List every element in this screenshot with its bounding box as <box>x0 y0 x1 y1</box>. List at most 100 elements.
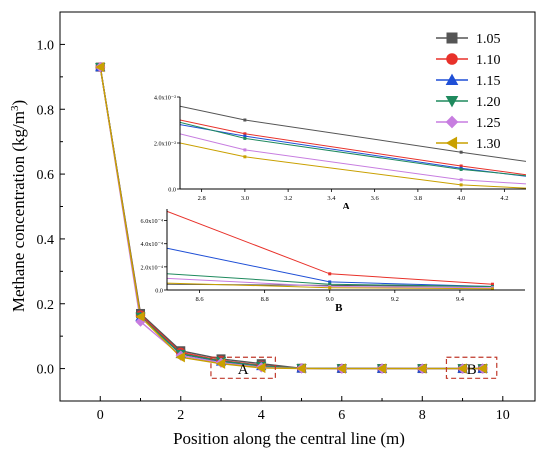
inset-y-tick-label: 2.0x10⁻² <box>154 141 176 148</box>
x-tick-label: 2 <box>177 408 184 423</box>
inset-x-tick-label: 2.8 <box>198 195 206 202</box>
legend-label: 1.15 <box>476 74 501 89</box>
inset-x-tick-label: 3.8 <box>414 195 422 202</box>
legend-item-1.20: 1.20 <box>436 95 501 110</box>
legend-marker <box>445 136 458 150</box>
inset-x-tick-label: 4.0 <box>457 195 465 202</box>
series-marker-1.30 <box>417 363 427 374</box>
inset-point-1.15 <box>328 280 332 284</box>
y-axis-title: Methane concentration (kg/m3) <box>9 100 28 312</box>
x-tick-label: 4 <box>258 408 265 423</box>
legend-marker <box>445 115 459 129</box>
x-tick-label: 0 <box>97 408 104 423</box>
x-axis-title: Position along the central line (m) <box>173 429 405 448</box>
inset-point-1.10 <box>459 164 463 168</box>
inset-x-tick-label: 3.0 <box>241 195 249 202</box>
zoom-box-B <box>445 356 498 379</box>
series-marker-1.30 <box>457 363 467 374</box>
inset-point-1.20 <box>243 136 247 140</box>
inset-y-tick-label: 0.0 <box>168 187 176 194</box>
inset-point-1.10 <box>490 282 494 286</box>
inset-line-1.05 <box>180 105 526 162</box>
main-series-markers <box>95 61 488 374</box>
inset-line-1.10 <box>180 119 526 176</box>
legend-label: 1.25 <box>476 116 501 131</box>
y-axis-title-close: ) <box>9 100 28 106</box>
inset-point-1.10 <box>328 272 332 276</box>
legend-marker <box>446 32 458 44</box>
inset-point-1.30 <box>328 286 332 290</box>
y-tick-label: 0.0 <box>37 363 55 378</box>
series-marker-1.30 <box>477 363 487 374</box>
inset-y-tick-label: 4.0x10⁻² <box>154 95 176 102</box>
legend-label: 1.05 <box>476 32 501 47</box>
inset-point-1.20 <box>328 282 332 286</box>
inset-point-1.30 <box>459 183 463 187</box>
y-tick-label: 0.4 <box>37 233 55 248</box>
legend-marker <box>446 53 458 65</box>
inset-y-tick-label: 4.0x10⁻⁴ <box>141 241 163 248</box>
main-ticks: 0 2 4 6 8 10 0.0 0.2 0.4 0.6 0.8 1.0 <box>37 38 510 423</box>
legend-label: 1.10 <box>476 53 501 68</box>
legend-marker <box>445 95 459 108</box>
x-tick-label: 10 <box>496 408 510 423</box>
inset-point-1.25 <box>243 148 247 152</box>
inset-x-tick-label: 8.6 <box>195 296 204 303</box>
series-marker-1.30 <box>376 363 387 374</box>
series-marker-1.30 <box>175 352 185 363</box>
series-marker-1.30 <box>256 362 266 374</box>
legend-item-1.25: 1.25 <box>436 115 501 131</box>
zoom-box-label-A: A <box>238 362 249 378</box>
series-marker-1.30 <box>135 311 145 322</box>
inset-b: 8.6 8.8 9.0 9.2 9.4 0.0 2.0x10⁻⁴ 4.0x10⁻⁴ 6.0x10… <box>141 209 525 314</box>
legend-item-1.30: 1.30 <box>436 136 501 152</box>
inset-background-A <box>180 97 526 189</box>
inset-point-1.15 <box>243 134 247 138</box>
inset-point-1.30 <box>243 155 247 159</box>
x-tick-label: 6 <box>338 408 345 423</box>
legend: 1.05 1.10 1.15 1.20 1.25 1.30 <box>436 32 501 152</box>
inset-x-tick-label: 3.6 <box>371 195 380 202</box>
inset-point-1.20 <box>459 167 463 171</box>
inset-label-A: A <box>342 201 350 213</box>
series-marker-1.30 <box>95 61 105 73</box>
y-tick-label: 0.6 <box>37 168 55 183</box>
legend-item-1.15: 1.15 <box>436 73 501 89</box>
zoom-box-A <box>210 356 276 379</box>
y-tick-label: 1.0 <box>37 38 55 53</box>
inset-y-tick-label: 6.0x10⁻⁴ <box>141 218 163 225</box>
y-axis-title-main: Methane concentration (kg/m <box>9 111 28 312</box>
y-tick-label: 0.2 <box>37 298 55 313</box>
inset-point-1.10 <box>243 132 247 136</box>
inset-point-1.05 <box>243 118 247 122</box>
inset-y-tick-label: 0.0 <box>155 288 163 295</box>
legend-label: 1.30 <box>476 137 501 152</box>
legend-item-1.05: 1.05 <box>436 32 501 47</box>
legend-label: 1.20 <box>476 95 501 110</box>
inset-point-1.30 <box>490 287 494 290</box>
inset-point-1.25 <box>459 178 463 182</box>
series-marker-1.25 <box>135 316 146 327</box>
inset-x-tick-label: 9.2 <box>391 296 399 303</box>
inset-x-tick-label: 4.2 <box>500 195 508 202</box>
y-tick-label: 0.8 <box>37 103 55 118</box>
inset-label-B: B <box>335 302 343 314</box>
legend-item-1.10: 1.10 <box>436 53 501 68</box>
inset-line-1.30 <box>180 142 526 189</box>
inset-line-1.20 <box>180 121 526 177</box>
inset-line-1.25 <box>180 133 526 185</box>
x-tick-label: 8 <box>419 408 426 423</box>
inset-a: 2.8 3.0 3.2 3.4 3.6 3.8 4.0 4.2 0.0 2.0x10⁻² 4.0x1… <box>154 95 526 213</box>
legend-marker <box>445 73 459 86</box>
zoom-box-label-B: B <box>467 362 477 378</box>
inset-x-tick-label: 3.4 <box>327 195 336 202</box>
inset-point-1.05 <box>459 150 463 154</box>
inset-lines-A <box>180 105 526 189</box>
inset-x-tick-label: 8.8 <box>261 296 269 303</box>
inset-y-tick-label: 2.0x10⁻⁴ <box>141 264 163 271</box>
inset-x-tick-label: 9.0 <box>326 296 334 303</box>
y-axis-title-sup: 3 <box>9 105 21 111</box>
series-marker-1.30 <box>215 358 226 369</box>
